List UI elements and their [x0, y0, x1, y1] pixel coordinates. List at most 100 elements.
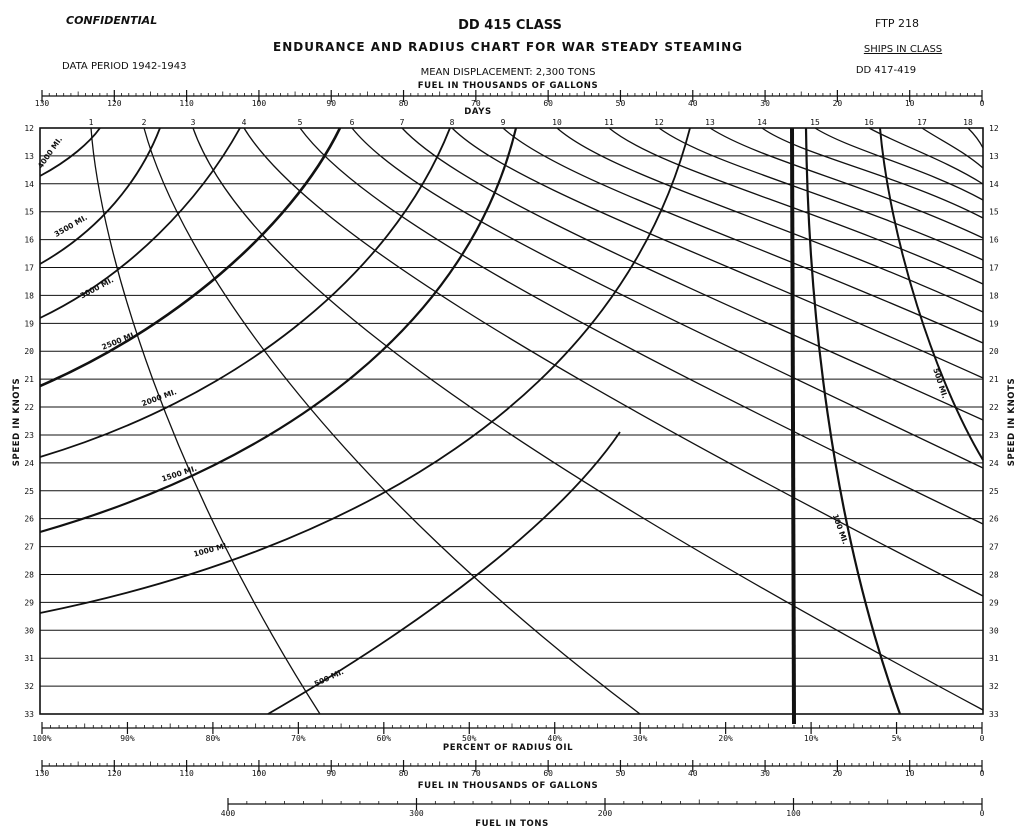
speed-tick-label-left: 18: [24, 291, 34, 300]
data-period-label: DATA PERIOD 1942-1943: [62, 61, 186, 72]
speed-tick-label-left: 27: [24, 543, 34, 552]
top-fuel-scale-tick-label: 30: [760, 99, 770, 108]
percent-radius-scale-tick-label: 5%: [892, 734, 902, 743]
percent-radius-scale-tick-label: 50%: [462, 734, 477, 743]
confidential-label: CONFIDENTIAL: [66, 14, 157, 27]
percent-radius-scale-tick-label: 40%: [548, 734, 563, 743]
speed-tick-label-left: 20: [24, 347, 34, 356]
day-curve: [709, 127, 984, 239]
day-curve: [243, 127, 984, 597]
day-curve: [761, 127, 984, 219]
chart-subtitle: ENDURANCE AND RADIUS CHART FOR WAR STEAD…: [273, 40, 743, 54]
speed-tick-label-left: 19: [24, 319, 34, 328]
bottom-fuel-scale-tick-label: 50: [616, 769, 626, 778]
speed-tick-label-left: 30: [24, 626, 34, 635]
percent-radius-scale-tick-label: 90%: [120, 734, 135, 743]
top-fuel-scale-tick-label: 10: [905, 99, 915, 108]
ships-in-class-value: DD 417-419: [856, 65, 916, 76]
top-fuel-scale-tick-label: 50: [616, 99, 626, 108]
day-curve: [556, 127, 984, 313]
speed-tick-label-right: 29: [989, 598, 999, 607]
speed-tick-label-right: 27: [989, 543, 999, 552]
top-fuel-scale-tick-label: 40: [688, 99, 698, 108]
speed-tick-label-right: 21: [989, 375, 999, 384]
radius-curve: [39, 127, 241, 319]
speed-tick-label-right: 16: [989, 236, 999, 245]
fuel-tons-scale-tick-label: 300: [409, 809, 424, 818]
days-tick-label: 2: [142, 118, 147, 127]
days-tick-label: 9: [501, 118, 506, 127]
percent-radius-scale-tick-label: 30%: [633, 734, 648, 743]
bottom-fuel-scale-tick-label: 120: [107, 769, 122, 778]
day-curve: [351, 127, 984, 469]
days-axis-title: DAYS: [464, 107, 492, 117]
day-curve: [608, 127, 984, 285]
day-curve: [967, 127, 984, 149]
bottom-fuel-scale-tick-label: 110: [179, 769, 194, 778]
speed-tick-label-left: 29: [24, 598, 34, 607]
speed-tick-label-right: 12: [989, 124, 999, 133]
percent-radius-scale-tick-label: 0: [980, 734, 985, 743]
days-tick-label: 8: [450, 118, 455, 127]
speed-tick-label-left: 33: [24, 710, 34, 719]
speed-tick-label-left: 31: [24, 654, 34, 663]
days-tick-label: 13: [705, 118, 715, 127]
radius-curve: [39, 127, 691, 614]
speed-tick-label-right: 19: [989, 319, 999, 328]
top-fuel-scale-tick-label: 80: [399, 99, 409, 108]
day-curve: [814, 127, 984, 201]
top-fuel-scale-tick-label: 120: [107, 99, 122, 108]
days-tick-label: 5: [298, 118, 303, 127]
days-tick-label: 7: [400, 118, 405, 127]
days-tick-label: 6: [350, 118, 355, 127]
bottom-fuel-scale-tick-label: 30: [760, 769, 770, 778]
percent-radius-scale-tick-label: 70%: [291, 734, 306, 743]
speed-tick-label-right: 15: [989, 208, 999, 217]
bottom-fuel-scale-tick-label: 100: [252, 769, 267, 778]
days-tick-label: 4: [242, 118, 247, 127]
percent-radius-scale-tick-label: 10%: [804, 734, 819, 743]
fuel-tons-scale-tick-label: 100: [786, 809, 801, 818]
speed-tick-label-left: 16: [24, 236, 34, 245]
ftp-label: FTP 218: [875, 17, 919, 30]
speed-tick-label-right: 26: [989, 515, 999, 524]
fuel-tons-scale-tick-label: 400: [221, 809, 236, 818]
speed-tick-label-left: 22: [24, 403, 34, 412]
day-curve: [921, 127, 984, 169]
days-tick-label: 3: [191, 118, 196, 127]
days-tick-label: 10: [552, 118, 562, 127]
radius-curve-label: 1000 MI.: [193, 540, 231, 558]
ships-in-class-label: SHIPS IN CLASS: [864, 44, 942, 55]
days-tick-label: 18: [963, 118, 973, 127]
speed-tick-label-left: 13: [24, 152, 34, 161]
speed-tick-label-left: 32: [24, 682, 34, 691]
speed-tick-label-right: 22: [989, 403, 999, 412]
bottom-fuel-scale-tick-label: 90: [326, 769, 336, 778]
day-curve: [658, 127, 984, 261]
fuel-tons-axis-title: FUEL IN TONS: [475, 819, 549, 829]
speed-tick-label-right: 24: [989, 459, 999, 468]
days-tick-label: 17: [917, 118, 927, 127]
chart-class-title: DD 415 CLASS: [458, 18, 562, 33]
day-curve: [299, 127, 984, 525]
radius-curve: [267, 431, 621, 715]
speed-tick-label-right: 17: [989, 264, 999, 273]
speed-tick-label-right: 14: [989, 180, 999, 189]
day-curve: [192, 127, 984, 711]
radius-curve: [39, 127, 451, 458]
y-axis-title-left: SPEED IN KNOTS: [12, 378, 22, 466]
days-tick-label: 11: [604, 118, 614, 127]
radius-curve: [879, 127, 984, 461]
speed-tick-label-left: 26: [24, 515, 34, 524]
percent-radius-scale-tick-label: 60%: [377, 734, 392, 743]
y-axis-title-right: SPEED IN KNOTS: [1007, 378, 1017, 466]
days-tick-label: 14: [757, 118, 767, 127]
bottom-fuel-axis-title: FUEL IN THOUSANDS OF GALLONS: [418, 781, 598, 791]
top-fuel-axis-title: FUEL IN THOUSANDS OF GALLONS: [418, 81, 598, 91]
days-tick-label: 1: [89, 118, 94, 127]
radius-curve-label: 3000 MI.: [79, 275, 116, 300]
day-curve: [90, 127, 321, 715]
speed-tick-label-left: 17: [24, 264, 34, 273]
radius-curve-label: 500 MI.: [931, 367, 949, 400]
percent-radius-scale-tick-label: 100%: [32, 734, 51, 743]
